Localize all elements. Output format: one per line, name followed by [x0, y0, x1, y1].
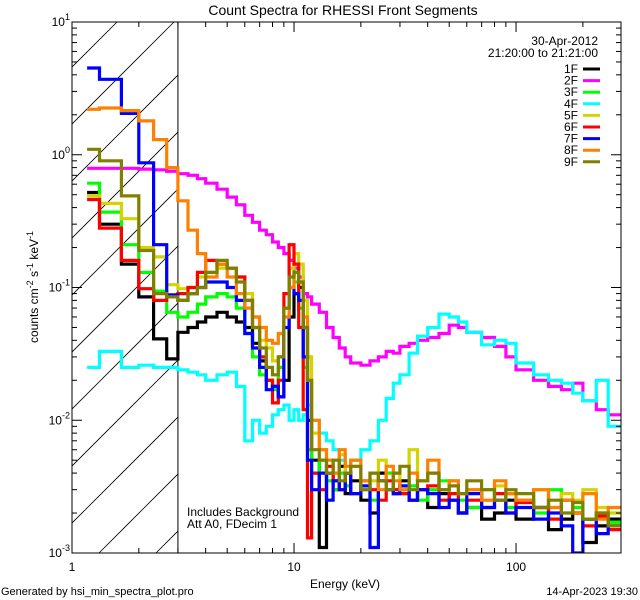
y-tick-label: 10-2	[49, 410, 70, 427]
footer-timestamp: 14-Apr-2023 19:30	[546, 586, 638, 598]
y-tick-exponent: -2	[62, 410, 70, 420]
ylabel-part: keV	[27, 239, 41, 263]
x-tick-label: 10	[287, 560, 301, 574]
hatch-line	[72, 22, 175, 125]
legend-label-2F: 2F	[564, 74, 578, 88]
y-tick-label: 10-3	[49, 543, 70, 560]
y-tick-base: 10	[49, 546, 63, 560]
ylabel-exp: -1	[25, 231, 35, 239]
y-tick-exponent: -3	[62, 543, 70, 553]
hatch-line	[0, 22, 3, 553]
annotation-background: Includes Background	[187, 505, 299, 519]
y-tick-base: 10	[52, 15, 66, 29]
legend-label-8F: 8F	[564, 143, 578, 157]
x-axis-label: Energy (keV)	[310, 577, 380, 591]
y-tick-exponent: 1	[65, 12, 70, 22]
y-tick-label: 101	[52, 12, 70, 29]
hatch-line	[72, 416, 178, 524]
y-tick-base: 10	[49, 413, 63, 427]
footer-generated-by: Generated by hsi_min_spectra_plot.pro	[1, 586, 194, 598]
legend-label-6F: 6F	[564, 120, 578, 134]
chart-title: Count Spectra for RHESSI Front Segments	[208, 2, 477, 18]
hatch-line	[72, 359, 178, 467]
legend-label-9F: 9F	[564, 155, 578, 169]
ylabel-exp: -2	[25, 280, 35, 288]
y-tick-label: 10-1	[49, 278, 70, 295]
legend: 30-Apr-2012 21:20:00 to 21:21:00 1F2F3F4…	[488, 34, 600, 169]
legend-label-3F: 3F	[564, 85, 578, 99]
legend-label-1F: 1F	[564, 62, 578, 76]
series-9F-line	[87, 147, 621, 528]
legend-label-7F: 7F	[564, 132, 578, 146]
y-axis-label: counts cm-2 s-1 keV-1	[25, 231, 41, 343]
legend-label-4F: 4F	[564, 97, 578, 111]
y-tick-base: 10	[49, 281, 63, 295]
x-tick-label: 1	[69, 560, 76, 574]
y-tick-base: 10	[52, 148, 66, 162]
series-group	[87, 66, 621, 553]
legend-time-range: 21:20:00 to 21:21:00	[488, 46, 598, 60]
ylabel-part: counts cm	[27, 288, 41, 343]
annotation-attenuator: Att A0, FDecim 1	[187, 517, 277, 531]
ylabel-part: s	[27, 271, 41, 280]
y-tick-label: 100	[52, 145, 70, 162]
legend-label-5F: 5F	[564, 108, 578, 122]
series-2F-line	[87, 166, 621, 417]
series-4F-line	[87, 312, 621, 475]
x-tick-label: 100	[506, 560, 526, 574]
hatch-line	[72, 245, 178, 353]
ylabel-exp: -1	[25, 263, 35, 271]
legend-date: 30-Apr-2012	[531, 34, 598, 48]
hatch-line	[72, 74, 178, 182]
y-tick-exponent: -1	[62, 278, 70, 288]
y-tick-exponent: 0	[65, 145, 70, 155]
